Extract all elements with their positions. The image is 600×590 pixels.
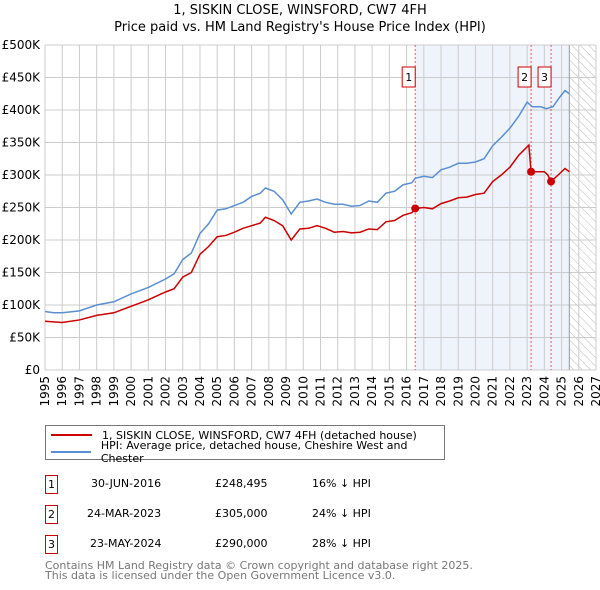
- chart-subtitle: Price paid vs. HM Land Registry's House …: [114, 20, 486, 35]
- x-tick-label: 2013: [348, 376, 362, 407]
- sale-label: 2: [521, 71, 528, 84]
- sale-number-badge: 2: [45, 505, 58, 524]
- footer-copyright: Contains HM Land Registry data © Crown c…: [45, 559, 473, 572]
- x-tick-label: 2024: [537, 376, 551, 407]
- x-tick-label: 2015: [382, 376, 396, 407]
- x-tick-label: 2021: [486, 376, 500, 407]
- sale-row: 1 30-JUN-2016 £248,495 16% ↓ HPI: [45, 475, 445, 495]
- x-tick-label: 2014: [365, 376, 379, 407]
- x-tick-label: 2006: [227, 376, 241, 407]
- x-tick-label: 2020: [468, 376, 482, 407]
- sale-label-box: [401, 66, 416, 88]
- sale-date: 23-MAY-2024: [90, 537, 162, 550]
- x-tick-label: 1998: [90, 376, 104, 407]
- sale-point: [547, 177, 556, 186]
- sale-price: £290,000: [215, 537, 268, 550]
- sale-delta: 16% ↓ HPI: [312, 477, 371, 490]
- y-tick-label: £50K: [9, 331, 41, 345]
- sale-label: 1: [405, 71, 412, 84]
- x-tick-label: 2004: [193, 376, 207, 407]
- legend-swatch-red: [51, 434, 92, 436]
- x-tick-label: 2012: [331, 376, 345, 407]
- legend-item-hpi: HPI: Average price, detached house, Ches…: [51, 439, 444, 465]
- sale-label-box: [537, 66, 552, 88]
- x-tick-label: 2008: [262, 376, 276, 407]
- y-tick-label: £450K: [2, 71, 42, 85]
- y-tick-label: £200K: [2, 233, 42, 247]
- y-tick-label: £100K: [2, 298, 42, 312]
- sale-point: [411, 204, 420, 213]
- x-tick-label: 2025: [555, 376, 569, 407]
- sale-number-badge: 3: [45, 535, 58, 554]
- plot-area: £0 £50K £100K £150K £200K £250K £300K £350K £400…: [2, 38, 600, 407]
- legend-label: HPI: Average price, detached house, Ches…: [100, 439, 408, 465]
- legend-item-property: 1, SISKIN CLOSE, WINSFORD, CW7 4FH (deta…: [51, 427, 417, 443]
- x-tick-label: 2018: [434, 376, 448, 407]
- y-tick-label: £500K: [2, 38, 42, 52]
- y-tick-label: £250K: [2, 201, 42, 215]
- x-tick-label: 2002: [159, 376, 173, 407]
- sale-label-box: [517, 66, 532, 88]
- x-tick-label: 2005: [210, 376, 224, 407]
- x-tick-label: 2026: [572, 376, 586, 407]
- sale-label: 3: [541, 71, 548, 84]
- x-tick-label: 2001: [141, 376, 155, 407]
- x-tick-label: 2019: [451, 376, 465, 407]
- y-tick-label: £350K: [2, 136, 42, 150]
- y-tick-label: £150K: [2, 266, 42, 280]
- sale-row: 2 24-MAR-2023 £305,000 24% ↓ HPI: [45, 505, 445, 525]
- x-tick-label: 2007: [245, 376, 259, 407]
- y-tick-label: £300K: [2, 168, 42, 182]
- sale-date: 30-JUN-2016: [91, 477, 162, 490]
- property-price-line: [44, 143, 570, 324]
- y-tick-label: £400K: [2, 103, 42, 117]
- x-tick-label: 2000: [124, 376, 138, 407]
- x-tick-label: 2017: [417, 376, 431, 407]
- x-tick-label: 2023: [520, 376, 534, 407]
- x-tick-label: 1999: [107, 376, 121, 407]
- legend-label: 1, SISKIN CLOSE, WINSFORD, CW7 4FH (deta…: [102, 428, 417, 442]
- x-tick-label: 1996: [55, 376, 69, 407]
- x-tick-label: 1995: [38, 376, 52, 407]
- x-tick-label: 2016: [400, 376, 414, 407]
- sale-point: [527, 167, 536, 176]
- sale-price: £305,000: [215, 507, 268, 520]
- legend-swatch-blue: [51, 451, 91, 453]
- footer-licence: This data is licensed under the Open Gov…: [45, 569, 396, 582]
- sale-row: 3 23-MAY-2024 £290,000 28% ↓ HPI: [45, 535, 445, 555]
- x-tick-label: 2010: [296, 376, 310, 407]
- x-tick-label: 2022: [503, 376, 517, 407]
- sale-price: £248,495: [215, 477, 268, 490]
- chart-title: 1, SISKIN CLOSE, WINSFORD, CW7 4FH: [173, 3, 427, 18]
- x-tick-label: 2009: [279, 376, 293, 407]
- sale-delta: 28% ↓ HPI: [312, 537, 371, 550]
- x-tick-label: 2027: [589, 376, 600, 407]
- sale-date: 24-MAR-2023: [87, 507, 162, 520]
- x-tick-label: 2003: [176, 376, 190, 407]
- legend: 1, SISKIN CLOSE, WINSFORD, CW7 4FH (deta…: [45, 425, 445, 465]
- sale-delta: 24% ↓ HPI: [312, 507, 371, 520]
- x-tick-label: 2011: [314, 376, 328, 407]
- x-tick-label: 1997: [72, 376, 86, 407]
- sale-number-badge: 1: [45, 475, 58, 494]
- y-tick-label: £0: [25, 363, 40, 377]
- hpi-line: [44, 89, 570, 314]
